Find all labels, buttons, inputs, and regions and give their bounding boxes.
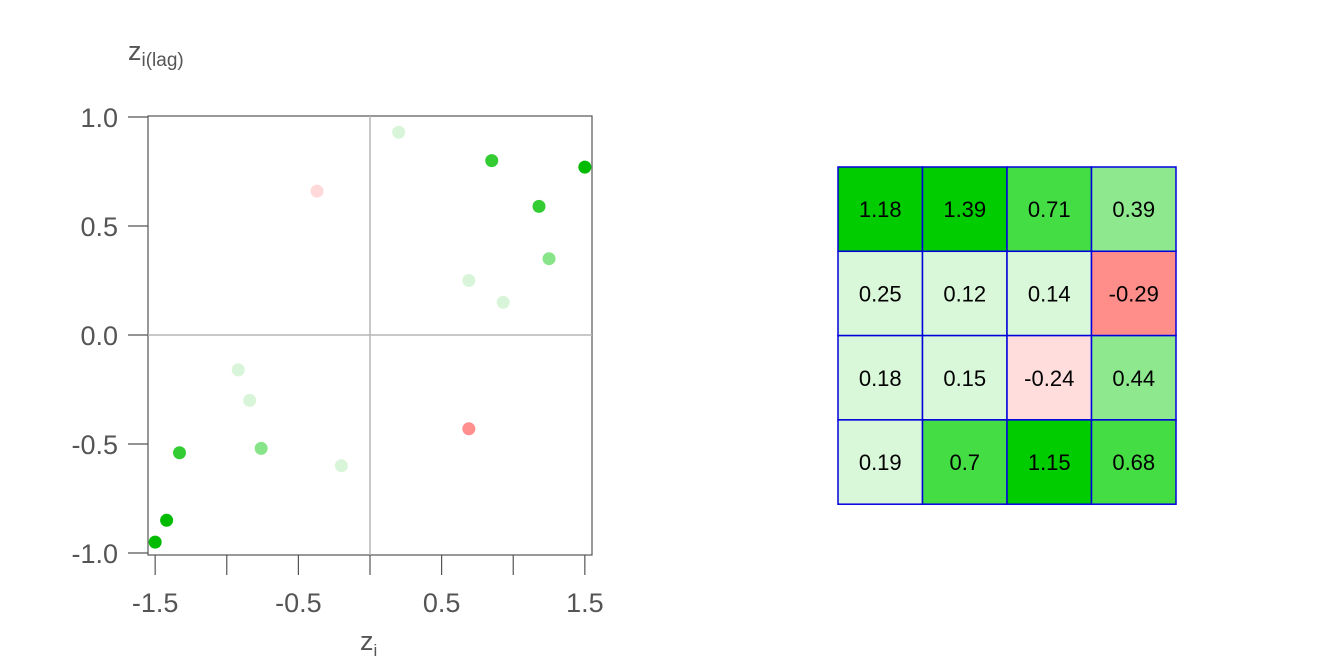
scatter-point	[243, 393, 257, 407]
scatter-point	[496, 295, 510, 309]
scatter-point	[310, 184, 324, 198]
grid-cell	[1090, 334, 1177, 421]
y-tick-label: -1.0	[71, 539, 118, 569]
grid-cell	[1090, 166, 1177, 253]
x-tick-label: -1.5	[132, 588, 179, 618]
grid-cell-label: 0.25	[859, 281, 902, 306]
grid-cell-label: -0.24	[1024, 366, 1074, 391]
grid-cell	[1006, 166, 1093, 253]
grid-cell-label: 0.68	[1112, 450, 1155, 475]
scatter-point	[160, 513, 174, 527]
scatter-point	[148, 535, 162, 549]
grid-cell-label: 1.18	[859, 197, 902, 222]
scatter-point	[254, 441, 268, 455]
grid-cell	[1090, 419, 1177, 505]
grid-cell-label: 1.15	[1028, 450, 1071, 475]
x-axis-label: zi	[360, 626, 377, 660]
moran-scatter-plot: -1.5 -0.5 0.5 1.5 -1.0 -0.5 0.0 0.5 1.0 zi zi(lag)	[71, 36, 603, 660]
x-tick-label: 1.5	[566, 588, 604, 618]
grid-cell	[1006, 334, 1093, 421]
grid-cell	[921, 419, 1008, 505]
y-tick-label: 0.0	[80, 321, 118, 351]
grid-cell-label: 0.44	[1112, 366, 1155, 391]
grid-cell-label: 0.7	[949, 450, 980, 475]
grid-cell-label: 1.39	[943, 197, 986, 222]
grid-cell-label: 0.18	[859, 366, 902, 391]
grid-cell	[1090, 250, 1177, 337]
scatter-point	[578, 160, 592, 174]
x-tick-label: -0.5	[275, 588, 322, 618]
y-tick-label: -0.5	[71, 430, 118, 460]
grid-cell-label: 0.14	[1028, 281, 1071, 306]
grid-cell	[837, 419, 924, 505]
scatter-point	[462, 422, 476, 436]
grid-cell-label: 0.12	[943, 281, 986, 306]
grid-cell	[1006, 419, 1093, 505]
grid-cell	[837, 166, 924, 253]
grid-cell	[921, 334, 1008, 421]
grid-cell-label: 0.39	[1112, 197, 1155, 222]
y-tick-label: 1.0	[80, 103, 118, 133]
scatter-point	[392, 125, 406, 139]
y-axis-label: zi(lag)	[128, 36, 184, 71]
scatter-point	[462, 274, 476, 287]
scatter-point	[485, 154, 499, 168]
grid-cell	[837, 250, 924, 337]
y-tick-label: 0.5	[80, 212, 118, 242]
x-tick-label: 0.5	[423, 588, 461, 618]
grid-cell-label: 0.19	[859, 450, 902, 475]
x-axis-label-subscript: i	[374, 641, 378, 660]
value-grid: 1.18 1.39 0.71 0.39 0.25 0.12 0.14 -0.29 0.18 0.1…	[837, 166, 1177, 505]
y-axis-label-subscript: i(lag)	[142, 50, 184, 71]
grid-cell	[921, 250, 1008, 337]
scatter-point	[334, 459, 348, 473]
scatter-point	[542, 252, 556, 266]
scatter-point	[532, 199, 546, 213]
scatter-point	[231, 363, 245, 377]
scatter-point	[173, 446, 187, 460]
grid-cell	[837, 334, 924, 421]
grid-cell-label: -0.29	[1109, 281, 1159, 306]
grid-cell-label: 0.71	[1028, 197, 1071, 222]
grid-cell-label: 0.15	[943, 366, 986, 391]
